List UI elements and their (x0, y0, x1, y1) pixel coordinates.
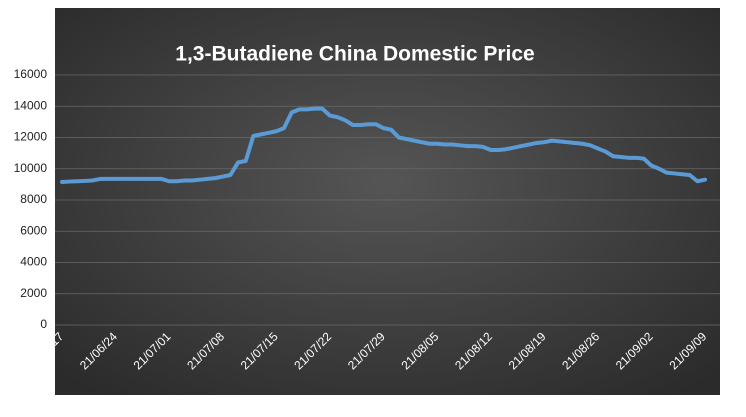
y-tick-label: 8000 (20, 192, 47, 206)
y-tick-label: 12000 (14, 130, 48, 144)
line (60, 106, 707, 185)
y-tick-label: 16000 (14, 67, 48, 81)
y-tick-label: 6000 (20, 223, 47, 237)
y-tick-label: 4000 (20, 255, 47, 269)
chart-title: 1,3-Butadiene China Domestic Price (175, 43, 534, 66)
y-tick-label: 10000 (14, 161, 48, 175)
y-tick-label: 0 (40, 317, 47, 331)
y-tick-label: 2000 (20, 286, 47, 300)
y-tick-label: 14000 (14, 98, 48, 112)
plot-background (55, 8, 720, 395)
